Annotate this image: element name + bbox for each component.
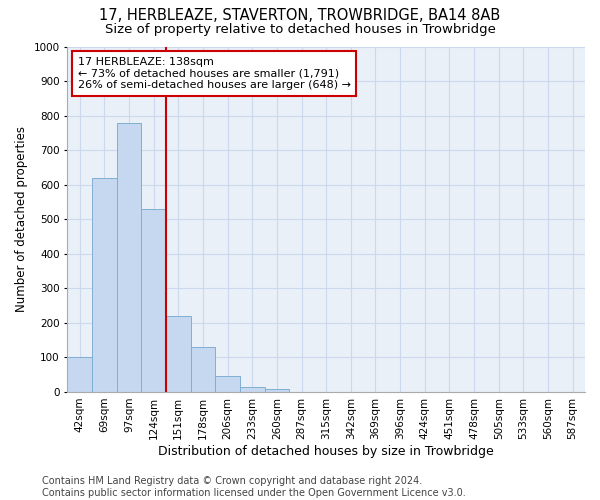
Bar	[191, 347, 215, 392]
Bar	[141, 209, 166, 392]
Text: Size of property relative to detached houses in Trowbridge: Size of property relative to detached ho…	[104, 22, 496, 36]
Text: Contains HM Land Registry data © Crown copyright and database right 2024.
Contai: Contains HM Land Registry data © Crown c…	[42, 476, 466, 498]
Bar	[265, 388, 289, 392]
Bar	[67, 358, 92, 392]
Bar	[215, 376, 240, 392]
Text: 17, HERBLEAZE, STAVERTON, TROWBRIDGE, BA14 8AB: 17, HERBLEAZE, STAVERTON, TROWBRIDGE, BA…	[100, 8, 500, 22]
Bar	[166, 316, 191, 392]
Bar	[116, 122, 141, 392]
Y-axis label: Number of detached properties: Number of detached properties	[15, 126, 28, 312]
Bar	[240, 387, 265, 392]
Text: 17 HERBLEAZE: 138sqm
← 73% of detached houses are smaller (1,791)
26% of semi-de: 17 HERBLEAZE: 138sqm ← 73% of detached h…	[77, 57, 350, 90]
X-axis label: Distribution of detached houses by size in Trowbridge: Distribution of detached houses by size …	[158, 444, 494, 458]
Bar	[92, 178, 116, 392]
